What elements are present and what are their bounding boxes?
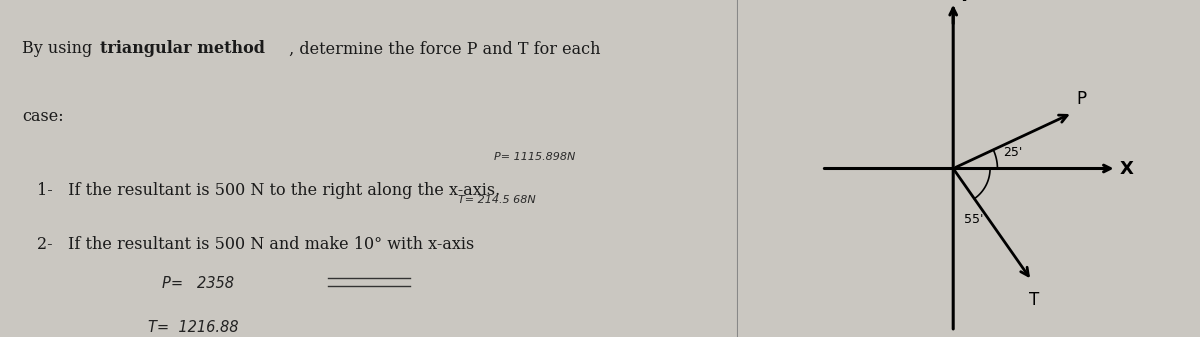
Text: 55': 55': [964, 213, 983, 226]
Text: T=  1216.88: T= 1216.88: [148, 320, 238, 335]
Text: T: T: [1028, 291, 1039, 309]
Text: By using: By using: [22, 40, 97, 57]
Text: P= 1115.898N: P= 1115.898N: [494, 152, 576, 162]
Text: P=   2358: P= 2358: [162, 276, 234, 292]
Text: 2-   If the resultant is 500 N and make 10° with x-axis: 2- If the resultant is 500 N and make 10…: [37, 236, 474, 253]
Text: triangular method: triangular method: [100, 40, 265, 57]
Text: case:: case:: [22, 108, 64, 125]
Text: 1-   If the resultant is 500 N to the right along the x-axis.: 1- If the resultant is 500 N to the righ…: [37, 182, 500, 199]
Text: P: P: [1076, 90, 1087, 108]
Text: X: X: [1120, 159, 1134, 178]
Text: Y: Y: [958, 0, 971, 5]
Text: T= 214.5 68N: T= 214.5 68N: [457, 195, 535, 206]
Text: 25': 25': [1003, 146, 1022, 159]
Text: , determine the force P and T for each: , determine the force P and T for each: [284, 40, 601, 57]
